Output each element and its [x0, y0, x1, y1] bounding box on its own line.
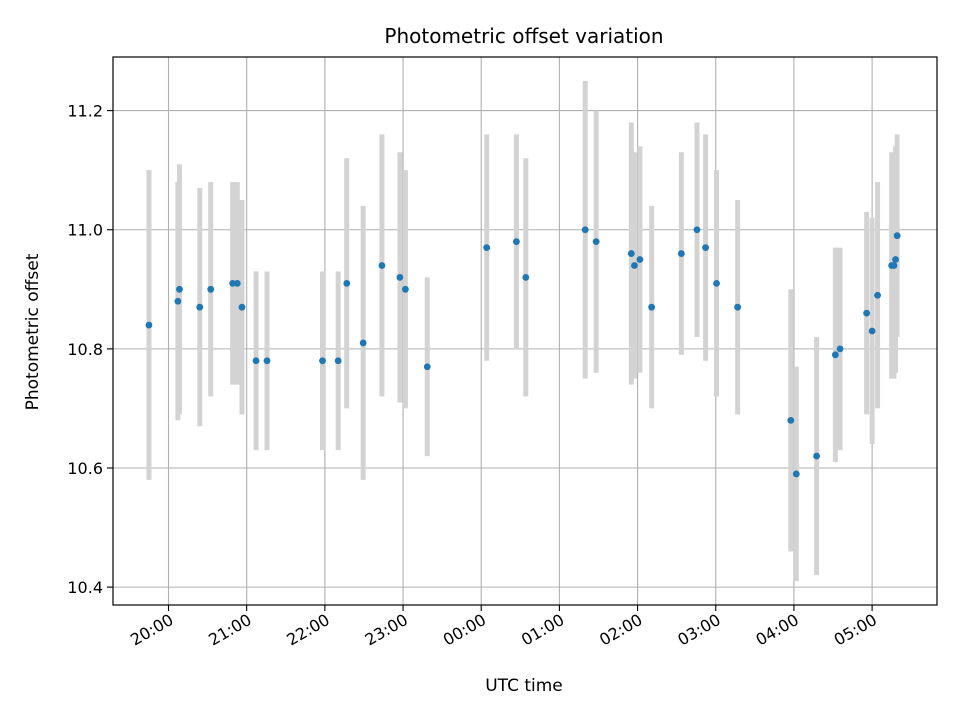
data-point — [592, 238, 600, 246]
data-point — [513, 238, 520, 246]
data-point — [713, 279, 720, 287]
data-point — [892, 256, 899, 263]
data-point — [787, 416, 795, 424]
x-axis-title: UTC time — [485, 676, 563, 696]
data-point — [423, 363, 431, 371]
data-point — [233, 279, 241, 287]
data-point — [874, 291, 881, 299]
data-point — [890, 262, 898, 269]
data-point — [627, 250, 635, 257]
data-point — [831, 351, 839, 359]
y-tick-label: 10.8 — [67, 340, 103, 359]
data-point — [693, 226, 701, 234]
data-point — [252, 357, 260, 365]
data-point — [792, 470, 800, 478]
data-point — [631, 262, 638, 269]
data-point — [196, 303, 204, 311]
chart-title: Photometric offset variation — [384, 24, 663, 48]
data-points — [145, 226, 901, 478]
data-point — [343, 279, 351, 287]
data-point — [229, 279, 237, 287]
y-tick-label: 11.0 — [67, 221, 103, 240]
plot-frame — [112, 56, 938, 606]
data-point — [813, 452, 821, 460]
data-point — [238, 303, 246, 311]
data-point — [319, 357, 326, 365]
data-point — [176, 285, 183, 293]
data-point — [359, 339, 367, 347]
y-tick-label: 10.6 — [67, 459, 103, 478]
y-axis-title: Photometric offset — [23, 253, 43, 410]
data-point — [522, 273, 530, 281]
data-point — [702, 244, 709, 252]
data-point — [863, 309, 871, 317]
data-point — [174, 297, 182, 305]
data-point — [401, 285, 409, 293]
data-point — [207, 285, 215, 293]
data-point — [145, 321, 153, 329]
data-point — [677, 250, 685, 257]
data-point — [396, 273, 404, 281]
y-axis-ticks: 10.4 10.6 10.8 11.0 11.2 — [67, 102, 113, 597]
data-point — [378, 262, 386, 269]
data-point — [734, 303, 742, 311]
y-tick-label: 11.2 — [67, 102, 103, 121]
data-point — [648, 303, 656, 311]
data-point — [334, 357, 342, 365]
data-point — [636, 256, 644, 263]
data-point — [868, 327, 876, 335]
data-point — [483, 244, 491, 252]
data-point — [263, 357, 271, 365]
y-tick-label: 10.4 — [67, 578, 103, 597]
data-point — [836, 345, 844, 353]
data-point — [893, 232, 901, 240]
data-point — [581, 226, 589, 234]
